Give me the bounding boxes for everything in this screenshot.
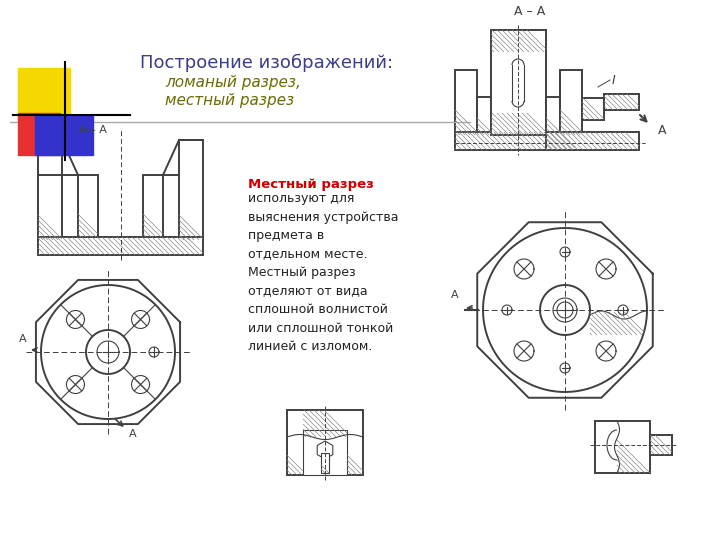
Bar — [560, 70, 582, 135]
Bar — [477, 97, 491, 135]
Bar — [546, 97, 560, 135]
Bar — [604, 94, 639, 110]
Text: I: I — [612, 73, 616, 86]
Text: A – A: A – A — [514, 5, 546, 18]
Bar — [546, 132, 639, 150]
Polygon shape — [318, 441, 333, 459]
Text: ломаный разрез,: ломаный разрез, — [165, 75, 301, 90]
Bar — [455, 70, 477, 135]
Text: A: A — [658, 124, 667, 137]
Text: Местный разрез: Местный разрез — [248, 178, 374, 191]
Bar — [179, 140, 203, 240]
Bar — [18, 113, 60, 155]
Text: A – A: A – A — [79, 125, 107, 135]
Bar — [491, 30, 546, 135]
Text: используют для
выяснения устройства
предмета в
отдельном месте.
Местный разрез
о: используют для выяснения устройства пред… — [248, 192, 398, 353]
Bar — [38, 237, 203, 255]
Text: A: A — [129, 429, 137, 439]
Bar — [143, 175, 163, 237]
Bar — [455, 132, 575, 150]
Bar — [18, 68, 70, 120]
Bar — [78, 175, 98, 237]
Bar — [287, 410, 363, 475]
Text: A: A — [451, 290, 459, 300]
Bar — [35, 115, 93, 155]
Bar — [38, 140, 62, 240]
Text: A: A — [19, 334, 27, 344]
Text: местный разрез: местный разрез — [165, 93, 294, 108]
Bar — [595, 421, 650, 473]
Bar — [321, 453, 329, 473]
Text: Построение изображений:: Построение изображений: — [140, 54, 393, 72]
Bar — [650, 435, 672, 455]
Bar — [582, 98, 604, 120]
Bar — [303, 430, 347, 475]
